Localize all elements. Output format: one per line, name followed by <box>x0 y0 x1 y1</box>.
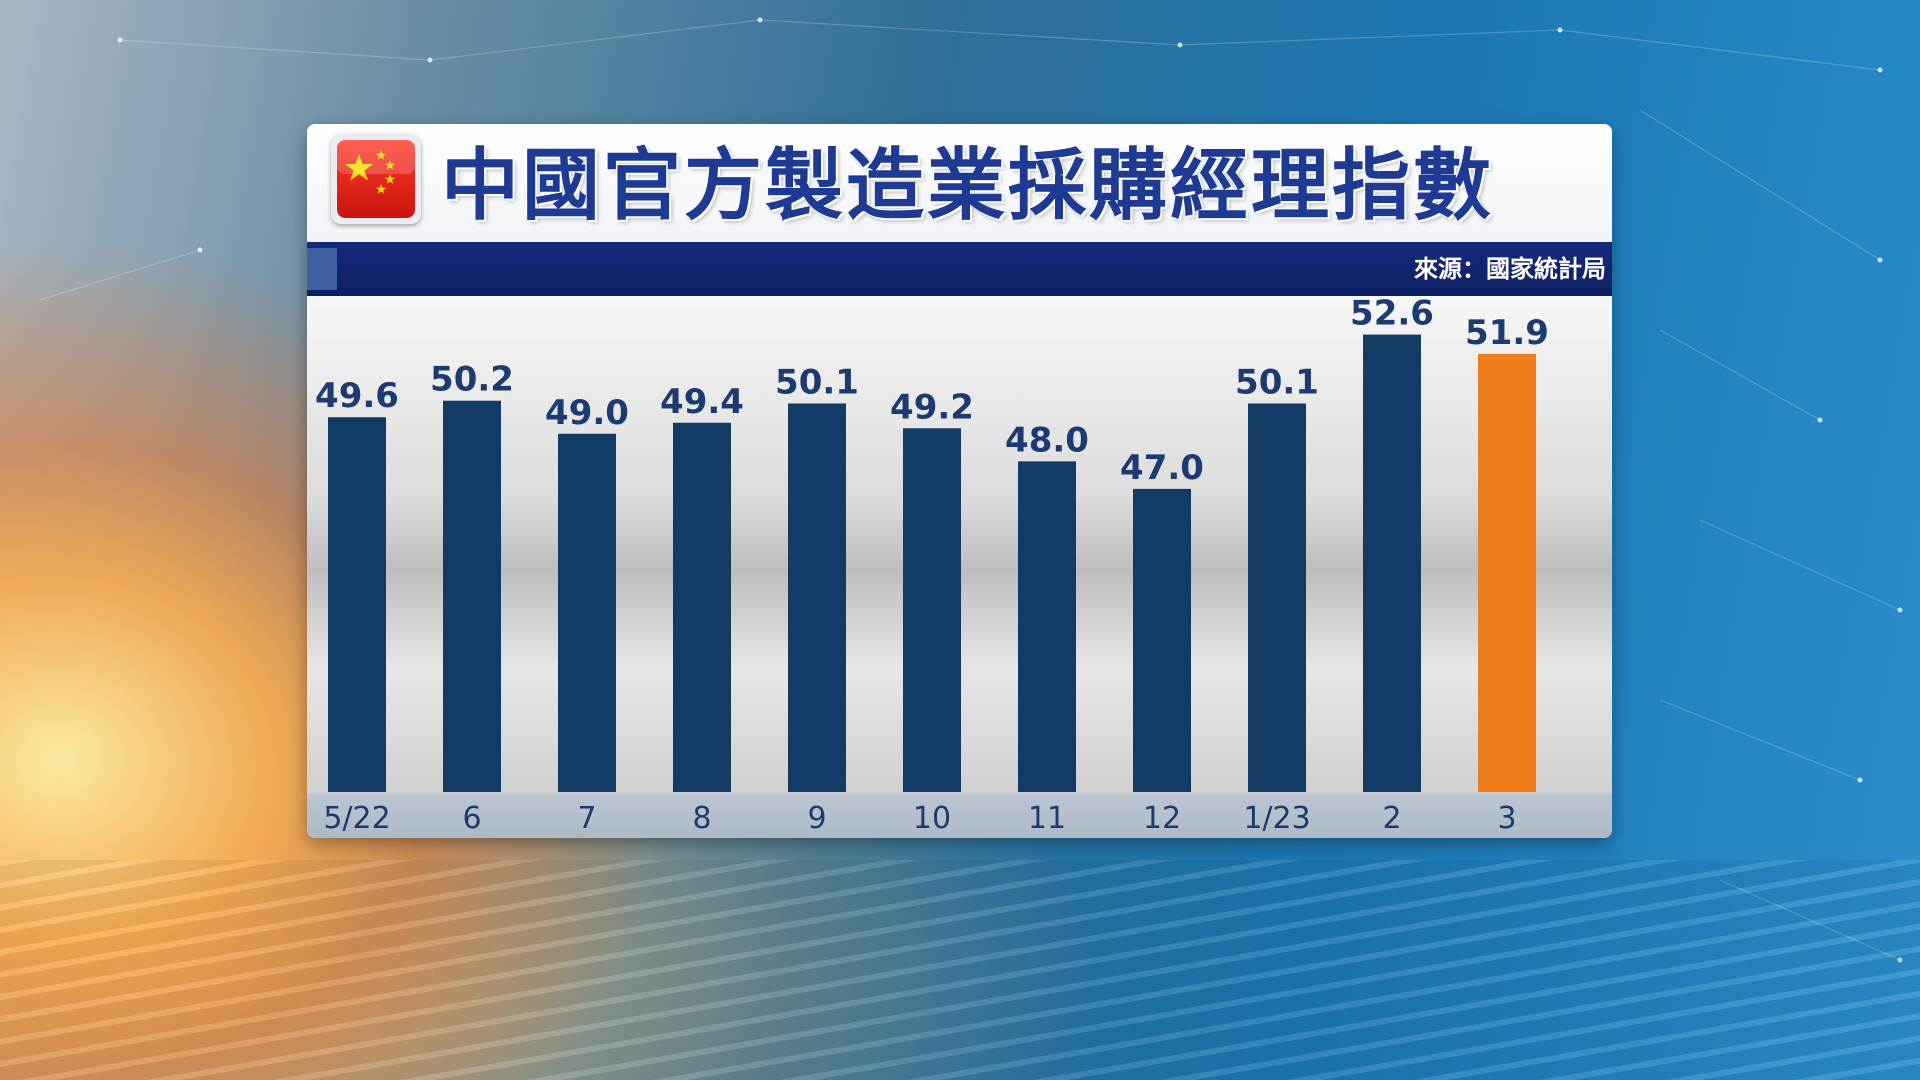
x-tick-label: 2 <box>1382 801 1401 836</box>
bar-group-0: 49.6 5/22 <box>315 376 399 836</box>
x-axis-band <box>307 794 1612 838</box>
x-tick-label: 1/23 <box>1243 801 1310 836</box>
x-tick-label: 10 <box>913 801 951 836</box>
bar-value-label: 49.2 <box>890 387 974 427</box>
source-bar: 來源：國家統計局 <box>307 242 1612 296</box>
bar-value-label: 47.0 <box>1120 448 1204 488</box>
bar-group-3: 49.48 <box>660 382 744 836</box>
bar-8 <box>673 422 731 792</box>
bar-2 <box>1363 334 1421 792</box>
bar-9 <box>788 403 846 792</box>
bar-value-label: 52.6 <box>1350 294 1434 334</box>
bar-group-10: 51.93 <box>1465 313 1549 836</box>
bar-3 <box>1478 353 1536 792</box>
bar-group-1: 50.26 <box>430 360 514 836</box>
bar-value-label: 50.2 <box>430 360 514 400</box>
bar-12 <box>1133 488 1191 792</box>
bar-1/23 <box>1248 403 1306 792</box>
x-tick-label: 12 <box>1143 801 1181 836</box>
flag-badge <box>331 134 421 224</box>
bar-group-9: 52.62 <box>1350 294 1434 836</box>
bar-group-6: 48.0 11 <box>1005 420 1089 836</box>
bar-7 <box>558 433 616 792</box>
x-tick-label: 9 <box>807 801 826 836</box>
bar-value-label: 49.0 <box>545 393 629 433</box>
bar-group-4: 50.19 <box>775 362 859 836</box>
bar-value-label: 48.0 <box>1005 420 1089 460</box>
china-flag-icon <box>337 140 415 218</box>
bar-11 <box>1018 461 1076 792</box>
bar-group-2: 49.07 <box>545 393 629 836</box>
bar-10 <box>903 428 961 792</box>
x-tick-label: 8 <box>692 801 711 836</box>
background-floor-texture <box>0 860 1920 1080</box>
x-tick-label: 6 <box>462 801 481 836</box>
bar-value-label: 49.4 <box>660 382 744 422</box>
bar-group-7: 47.0 12 <box>1120 448 1204 836</box>
bar-value-label: 51.9 <box>1465 313 1549 353</box>
bar-value-label: 49.6 <box>315 376 399 416</box>
x-tick-label: 11 <box>1028 801 1066 836</box>
x-tick-label: 5/22 <box>323 801 390 836</box>
x-tick-label: 7 <box>577 801 596 836</box>
x-tick-label: 3 <box>1497 801 1516 836</box>
bar-group-8: 50.1 1/23 <box>1235 362 1319 836</box>
title-bar: 中國官方製造業採購經理指數 <box>307 124 1612 242</box>
bar-group-5: 49.2 10 <box>890 387 974 836</box>
chart-panel: 中國官方製造業採購經理指數 來源：國家統計局 49.6 5/22 50.2 6 49.0… <box>307 124 1612 838</box>
page-title: 中國官方製造業採購經理指數 <box>441 141 1495 231</box>
source-bar-accent <box>307 248 337 290</box>
bar-value-label: 50.1 <box>775 362 859 402</box>
bar-5/22 <box>328 417 386 792</box>
bar-6 <box>443 400 501 792</box>
source-label: 來源：國家統計局 <box>1414 255 1606 283</box>
bar-value-label: 50.1 <box>1235 362 1319 402</box>
bar-chart: 49.65/2250.2649.0749.4850.1949.21048.011… <box>315 294 1549 836</box>
